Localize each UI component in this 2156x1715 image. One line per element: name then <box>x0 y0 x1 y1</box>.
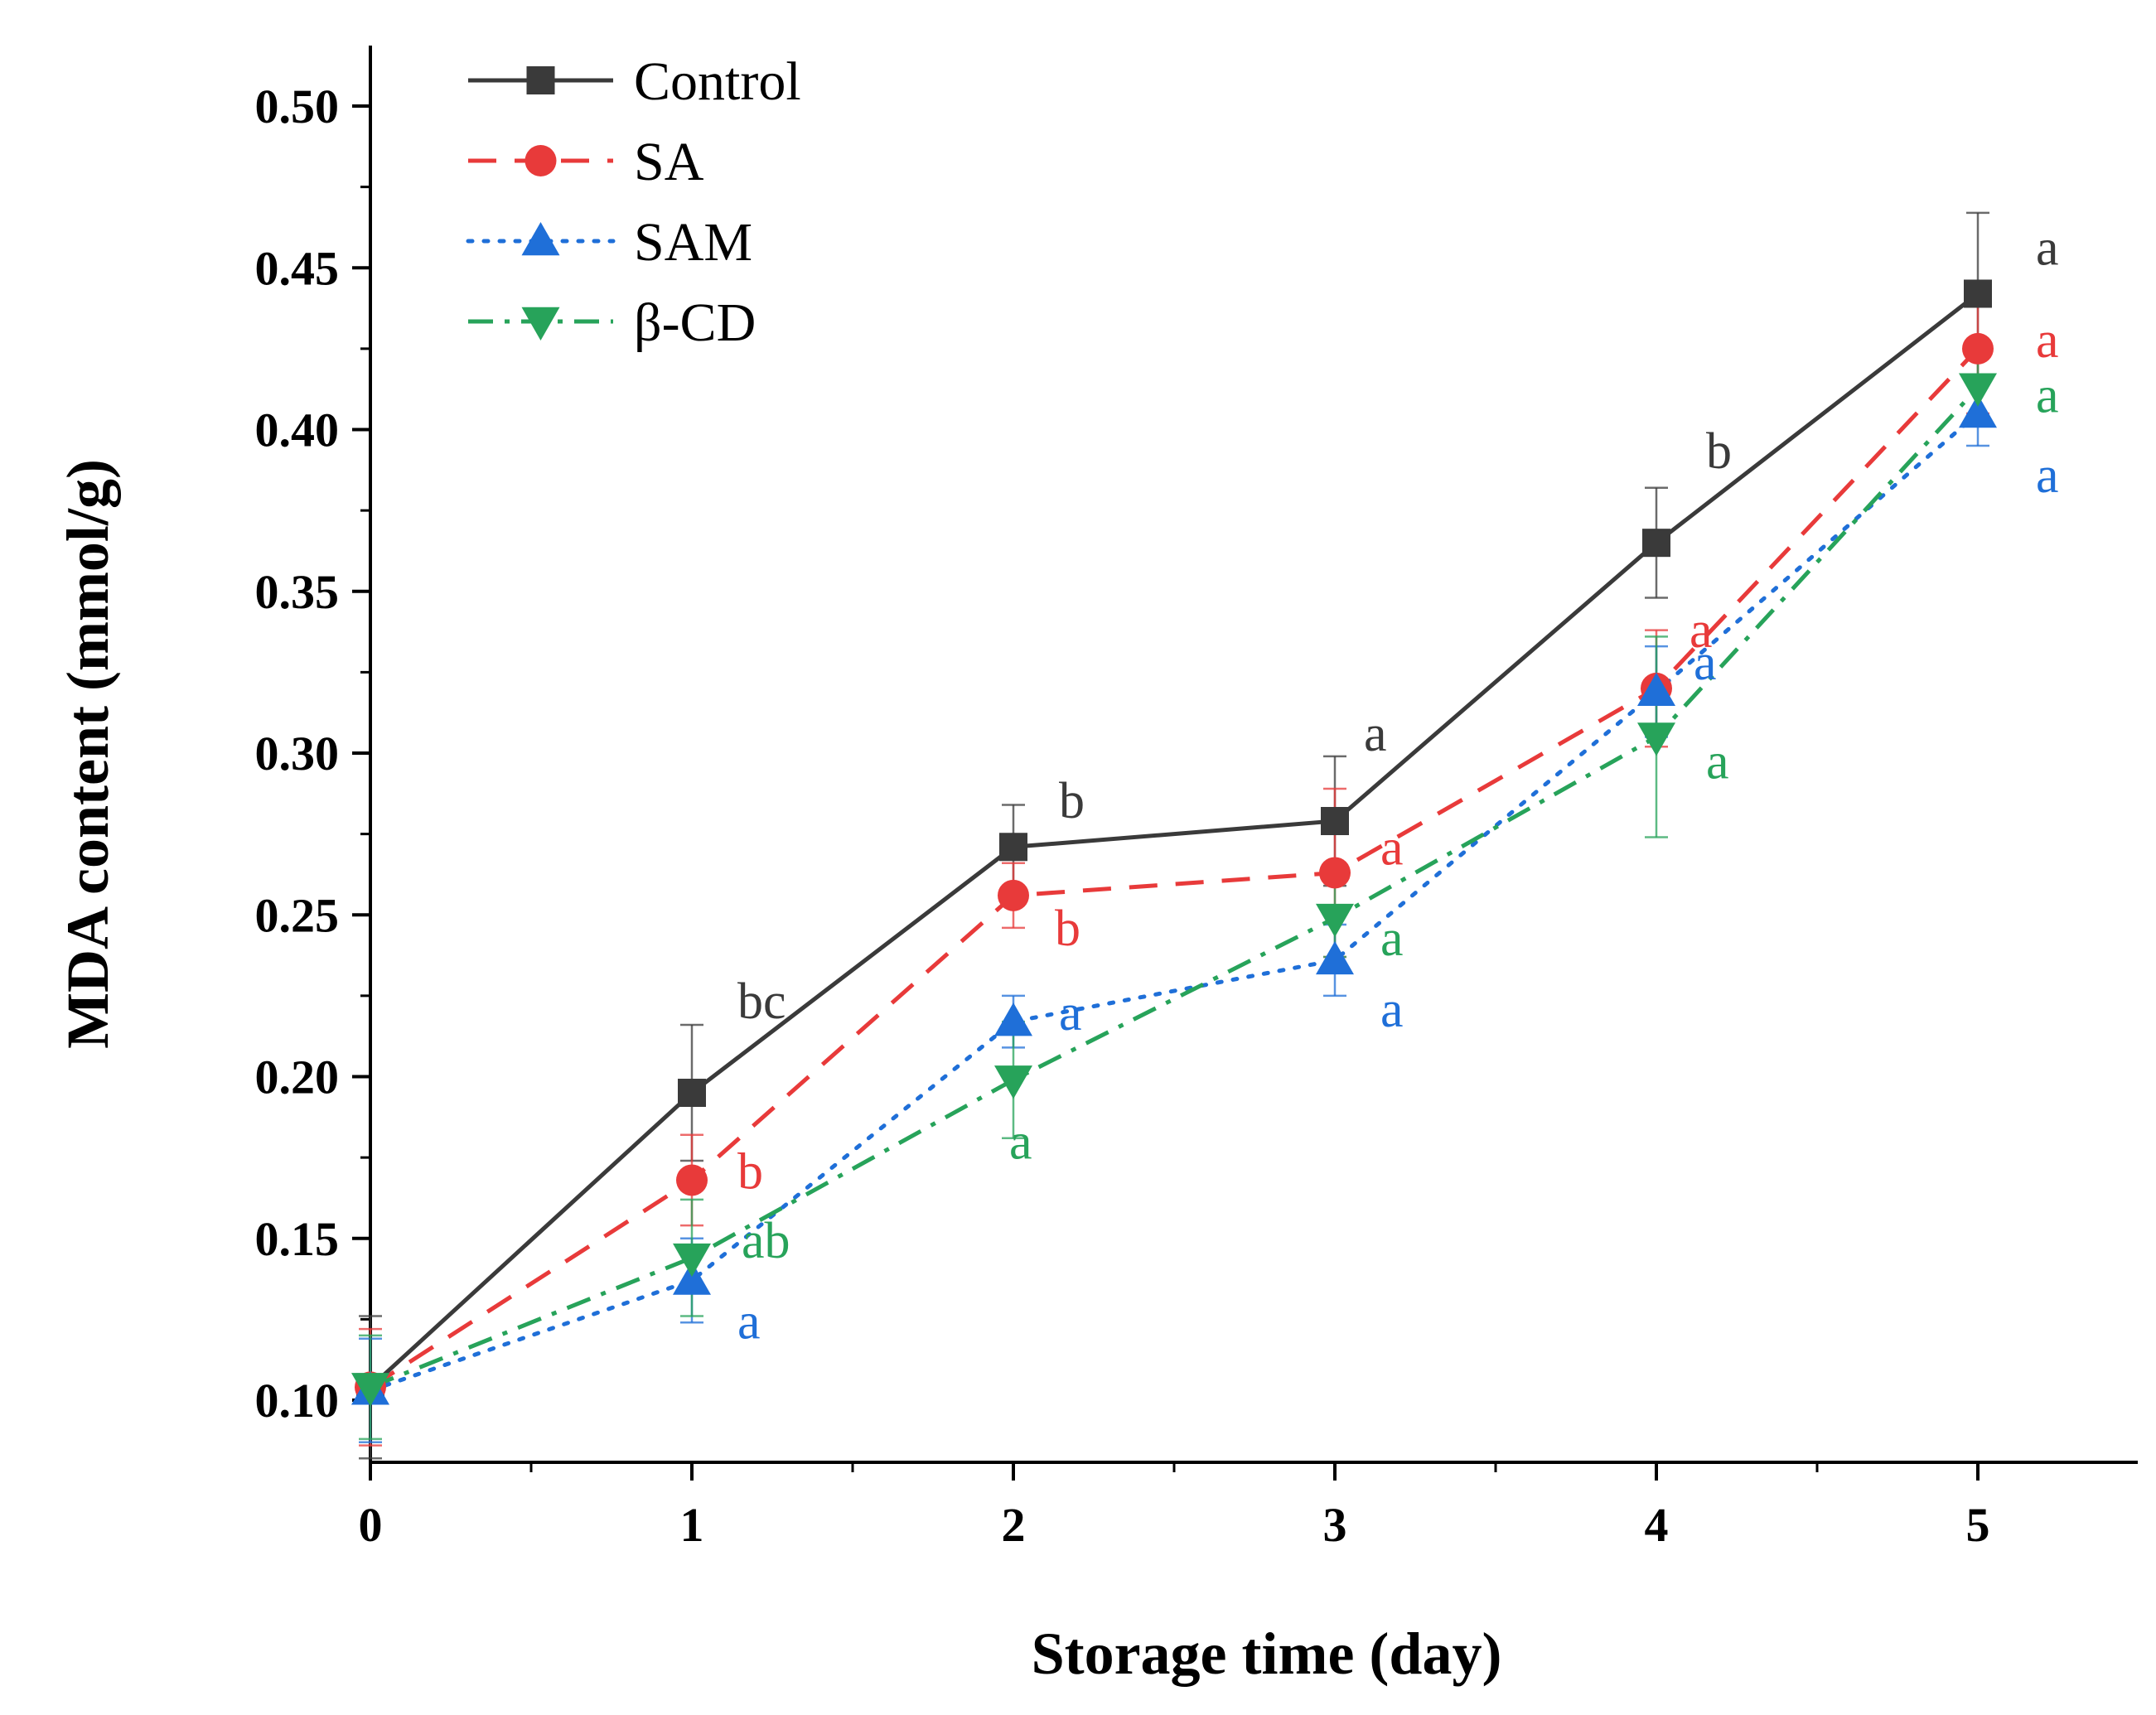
legend-marker-3 <box>521 307 560 341</box>
data-point-1-1 <box>676 1164 708 1196</box>
letter-2-4: a <box>1694 635 1717 691</box>
letter-0-1: bc <box>737 973 786 1030</box>
letter-0-2: b <box>1059 773 1085 829</box>
letter-3-5: a <box>2036 368 2059 424</box>
data-point-3-0 <box>351 1373 389 1407</box>
x-tick-label: 3 <box>1323 1498 1347 1552</box>
data-point-3-2 <box>994 1065 1032 1099</box>
data-point-0-3 <box>1321 807 1349 836</box>
letter-3-2: a <box>1009 1114 1032 1170</box>
x-tick-label: 4 <box>1645 1498 1669 1552</box>
letter-3-4: a <box>1706 733 1729 790</box>
series-line-1 <box>369 347 1980 1389</box>
legend-label-2: SAM <box>634 212 752 273</box>
letter-2-5: a <box>2036 447 2059 504</box>
legend-marker-2 <box>521 222 560 256</box>
y-tick-label: 0.35 <box>255 565 340 619</box>
legend-label-1: SA <box>634 132 704 192</box>
legend-marker-0 <box>526 66 555 94</box>
y-tick-label: 0.45 <box>255 241 340 295</box>
y-tick-label: 0.50 <box>255 80 340 133</box>
letter-1-3: a <box>1380 819 1404 876</box>
data-point-2-5 <box>1959 394 1997 428</box>
data-point-0-4 <box>1642 529 1670 558</box>
axes: 0 1 2 3 4 5 0.10 0.15 0.20 0.25 0.30 0.35 0.40 0.45 0.… <box>55 46 2138 1687</box>
letter-1-1: b <box>737 1143 763 1200</box>
data-point-2-1 <box>673 1261 711 1295</box>
y-tick-label: 0.25 <box>255 888 340 942</box>
letter-3-1: ab <box>742 1213 790 1269</box>
y-axis-title: MDA content (mmol/g) <box>55 459 121 1049</box>
x-axis-title: Storage time (day) <box>1032 1621 1502 1687</box>
x-tick-label: 2 <box>1002 1498 1026 1552</box>
data-point-2-3 <box>1316 940 1354 975</box>
legend-label-3: β-CD <box>634 292 756 353</box>
series-lines <box>368 292 1980 1393</box>
data-point-1-2 <box>998 879 1029 911</box>
y-tick-label: 0.30 <box>255 727 340 780</box>
data-point-3-3 <box>1316 903 1354 938</box>
letter-2-2: a <box>1059 985 1082 1041</box>
data-point-1-5 <box>1962 332 1994 365</box>
letter-3-3: a <box>1380 911 1404 967</box>
letter-2-3: a <box>1380 982 1404 1038</box>
x-tick-label: 5 <box>1966 1498 1990 1552</box>
y-tick-label: 0.15 <box>255 1212 340 1266</box>
letter-1-5: a <box>2036 312 2059 369</box>
series-line-0 <box>369 292 1980 1389</box>
letter-0-3: a <box>1364 706 1387 762</box>
series-line-3 <box>370 386 1980 1389</box>
letter-1-2: b <box>1055 901 1080 957</box>
x-tick-label: 1 <box>680 1498 704 1552</box>
data-point-1-3 <box>1319 857 1351 889</box>
letter-0-4: b <box>1706 423 1732 480</box>
x-tick-label: 0 <box>359 1498 383 1552</box>
data-point-2-2 <box>994 1002 1032 1036</box>
letter-2-1: a <box>737 1294 761 1350</box>
legend: Control SA SAM β-CD <box>466 51 801 353</box>
series-markers <box>351 279 1997 1407</box>
y-tick-label: 0.40 <box>255 403 340 457</box>
legend-label-0: Control <box>634 51 801 112</box>
data-point-0-2 <box>999 833 1027 862</box>
data-point-0-5 <box>1964 279 1992 308</box>
letter-0-5: a <box>2036 220 2059 276</box>
data-point-2-4 <box>1637 672 1675 707</box>
data-point-3-4 <box>1637 722 1675 756</box>
series-line-2 <box>368 411 1980 1393</box>
data-point-3-1 <box>673 1243 711 1278</box>
y-tick-label: 0.20 <box>255 1051 340 1104</box>
data-point-0-1 <box>678 1079 706 1108</box>
letter-1-4: a <box>1690 602 1713 659</box>
legend-marker-1 <box>524 145 557 176</box>
data-point-3-5 <box>1959 373 1997 407</box>
y-tick-label: 0.10 <box>255 1374 340 1428</box>
